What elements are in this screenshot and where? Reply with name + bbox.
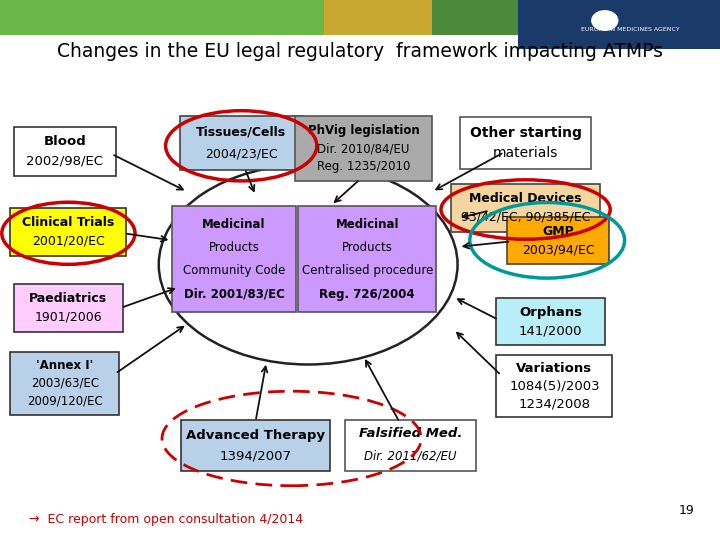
FancyBboxPatch shape bbox=[461, 117, 590, 169]
Text: Changes in the EU legal regulatory  framework impacting ATMPs: Changes in the EU legal regulatory frame… bbox=[57, 42, 663, 61]
FancyBboxPatch shape bbox=[14, 284, 122, 332]
Text: Medicinal: Medicinal bbox=[202, 218, 266, 231]
Text: Dir. 2010/84/EU: Dir. 2010/84/EU bbox=[318, 142, 410, 155]
Text: 1084(5)/2003: 1084(5)/2003 bbox=[509, 380, 600, 393]
Text: Falsified Med.: Falsified Med. bbox=[359, 427, 462, 440]
Text: Reg. 726/2004: Reg. 726/2004 bbox=[320, 288, 415, 301]
Bar bbox=[518, 0, 720, 49]
FancyBboxPatch shape bbox=[299, 206, 436, 312]
Text: Community Code: Community Code bbox=[183, 265, 285, 278]
FancyBboxPatch shape bbox=[14, 126, 115, 176]
FancyBboxPatch shape bbox=[11, 352, 120, 415]
Text: 1901/2006: 1901/2006 bbox=[35, 310, 102, 323]
Text: Centralised procedure: Centralised procedure bbox=[302, 265, 433, 278]
Text: Reg. 1235/2010: Reg. 1235/2010 bbox=[317, 160, 410, 173]
Text: Orphans: Orphans bbox=[519, 306, 582, 319]
Text: 2009/120/EC: 2009/120/EC bbox=[27, 394, 103, 407]
Bar bbox=[324, 0, 432, 35]
Text: 19: 19 bbox=[679, 504, 695, 517]
Text: 141/2000: 141/2000 bbox=[519, 324, 582, 337]
Text: GMP: GMP bbox=[542, 225, 574, 238]
Text: Medical Devices: Medical Devices bbox=[469, 192, 582, 205]
Text: 1394/2007: 1394/2007 bbox=[220, 449, 292, 462]
Text: Dir. 2011/62/EU: Dir. 2011/62/EU bbox=[364, 450, 456, 463]
Text: Other starting: Other starting bbox=[469, 126, 582, 140]
FancyBboxPatch shape bbox=[180, 116, 302, 171]
Text: Tissues/Cells: Tissues/Cells bbox=[196, 126, 287, 139]
FancyBboxPatch shape bbox=[295, 116, 432, 181]
FancyBboxPatch shape bbox=[497, 298, 605, 345]
Text: Products: Products bbox=[209, 241, 259, 254]
FancyBboxPatch shape bbox=[181, 420, 330, 471]
Text: PhVig legislation: PhVig legislation bbox=[307, 124, 420, 137]
Text: 2003/94/EC: 2003/94/EC bbox=[522, 243, 594, 256]
FancyBboxPatch shape bbox=[173, 206, 296, 312]
FancyBboxPatch shape bbox=[345, 420, 475, 471]
Text: 2003/63/EC: 2003/63/EC bbox=[31, 377, 99, 390]
Bar bbox=[0, 0, 720, 35]
Circle shape bbox=[592, 11, 618, 30]
Text: →  EC report from open consultation 4/2014: → EC report from open consultation 4/201… bbox=[29, 513, 303, 526]
Text: Variations: Variations bbox=[516, 362, 593, 375]
Bar bbox=[0, 0, 396, 35]
FancyBboxPatch shape bbox=[507, 217, 609, 264]
Text: 2004/23/EC: 2004/23/EC bbox=[205, 147, 277, 160]
Text: 'Annex I': 'Annex I' bbox=[36, 360, 94, 373]
Text: Dir. 2001/83/EC: Dir. 2001/83/EC bbox=[184, 288, 284, 301]
Text: Paediatrics: Paediatrics bbox=[30, 292, 107, 305]
Text: Clinical Trials: Clinical Trials bbox=[22, 217, 114, 230]
Text: 2002/98/EC: 2002/98/EC bbox=[27, 154, 103, 167]
Text: Blood: Blood bbox=[43, 135, 86, 148]
Text: 93/42/EC, 90/385/EC: 93/42/EC, 90/385/EC bbox=[461, 211, 590, 224]
FancyBboxPatch shape bbox=[497, 355, 612, 417]
Text: materials: materials bbox=[493, 146, 558, 160]
Text: Medicinal: Medicinal bbox=[336, 218, 399, 231]
FancyBboxPatch shape bbox=[451, 184, 600, 232]
FancyBboxPatch shape bbox=[11, 208, 127, 256]
Text: Advanced Therapy: Advanced Therapy bbox=[186, 429, 325, 442]
Text: EUROPEAN MEDICINES AGENCY: EUROPEAN MEDICINES AGENCY bbox=[581, 27, 679, 32]
Text: 2001/20/EC: 2001/20/EC bbox=[32, 235, 105, 248]
Text: 1234/2008: 1234/2008 bbox=[518, 397, 590, 410]
Text: Products: Products bbox=[342, 241, 392, 254]
